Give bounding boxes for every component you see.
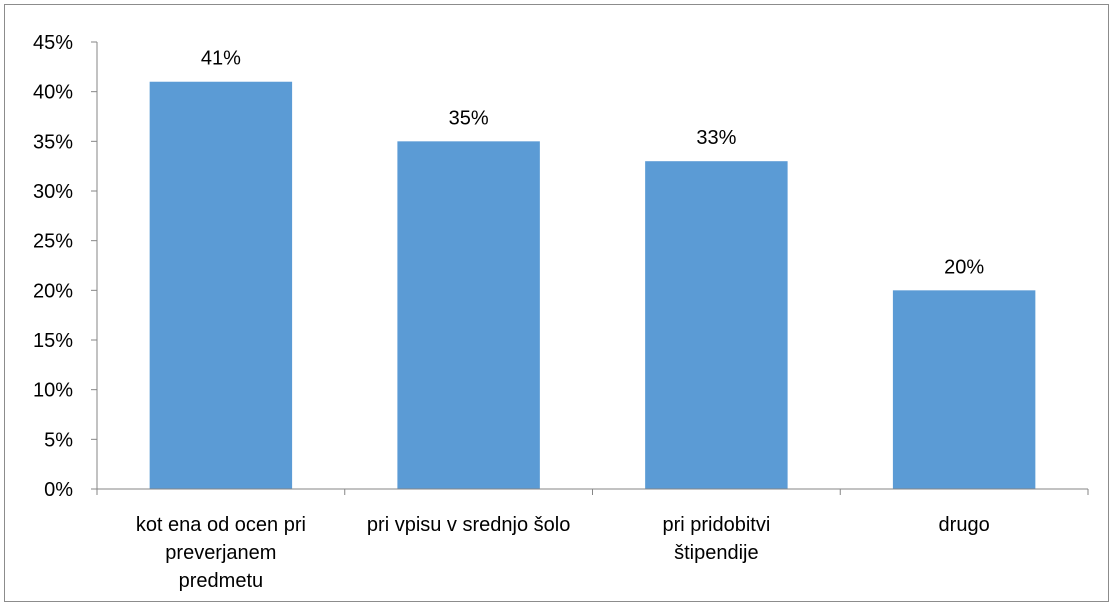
category-label: pri vpisu v srednjo šolo — [367, 514, 570, 536]
y-tick-label: 45% — [33, 32, 73, 54]
bar — [397, 141, 540, 490]
y-tick-label: 25% — [33, 231, 73, 253]
data-label: 41% — [201, 48, 241, 70]
y-tick-label: 0% — [44, 479, 73, 501]
bars-layer — [149, 81, 1036, 490]
y-tick-label: 35% — [33, 131, 73, 153]
y-tick-label: 10% — [33, 380, 73, 402]
y-tick-label: 15% — [33, 330, 73, 352]
bar — [892, 290, 1036, 489]
y-axis-tick-labels: 0% 5% 10% 15% 20% 25% 30% 35% 40% 45% — [33, 32, 73, 501]
data-label: 20% — [944, 256, 984, 278]
data-label: 33% — [696, 127, 736, 149]
y-tick-label: 40% — [33, 82, 73, 104]
y-axis-ticks — [91, 41, 1089, 495]
y-tick-label: 30% — [33, 181, 73, 203]
bar — [645, 161, 788, 489]
data-label: 35% — [449, 107, 489, 129]
category-label: drugo — [939, 514, 990, 536]
category-label: pri pridobitvi štipendije — [662, 514, 770, 564]
category-label: kot ena od ocen pri preverjanem predmetu — [136, 514, 306, 592]
data-labels: 41% 35% 33% 20% — [201, 48, 984, 279]
y-tick-label: 5% — [44, 429, 73, 451]
category-labels: kot ena od ocen pri preverjanem predmetu pr… — [136, 514, 990, 592]
y-tick-label: 20% — [33, 280, 73, 302]
bar — [149, 81, 293, 489]
